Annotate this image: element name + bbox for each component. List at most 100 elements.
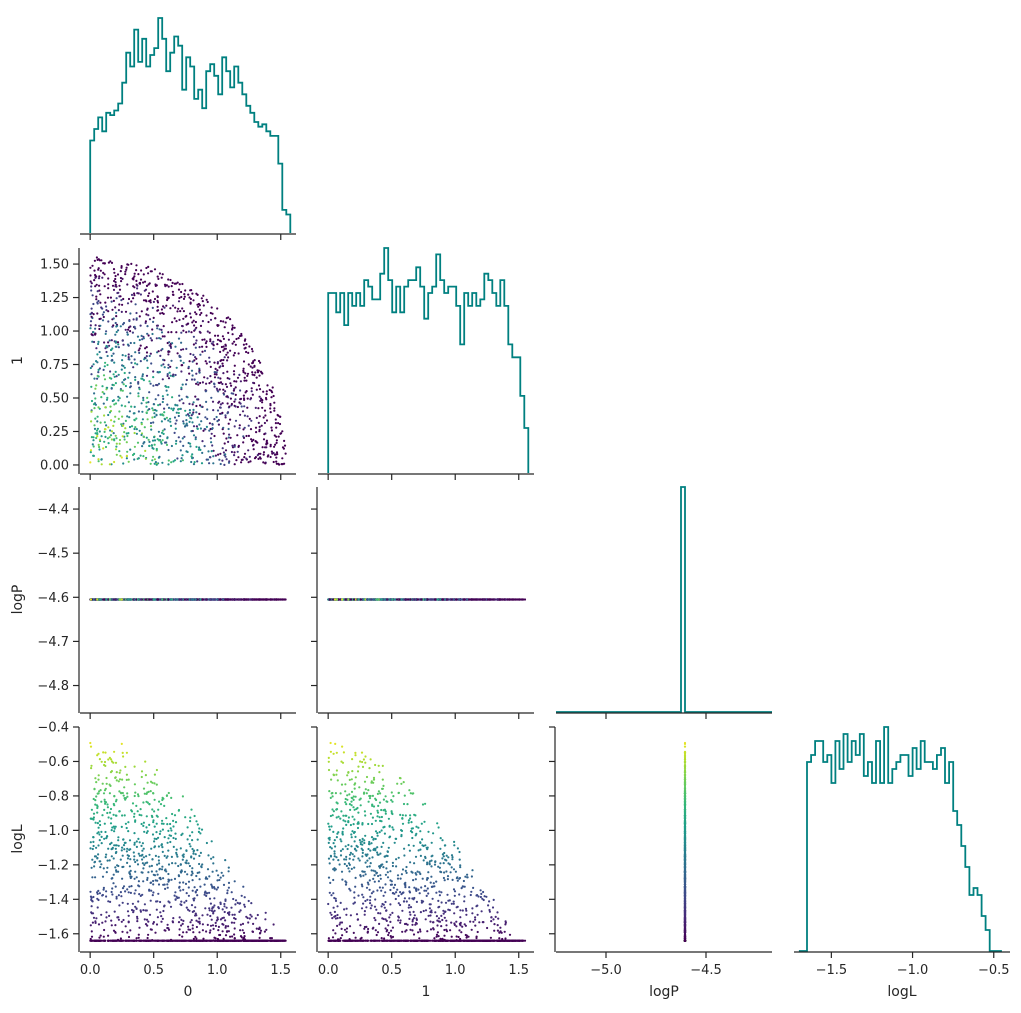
scatter-point — [167, 837, 170, 840]
scatter-point — [237, 337, 240, 340]
scatter-point — [111, 308, 114, 311]
scatter-point — [120, 266, 123, 269]
scatter-point — [127, 432, 130, 435]
scatter-point — [242, 428, 245, 431]
scatter-point — [254, 426, 258, 429]
scatter-point — [224, 919, 227, 922]
scatter-point — [107, 442, 110, 445]
scatter-point — [190, 460, 193, 464]
scatter-point — [111, 347, 114, 350]
scatter-point — [133, 341, 136, 345]
scatter-point — [223, 442, 226, 445]
scatter-point — [154, 461, 157, 464]
scatter-point — [128, 358, 131, 361]
scatter-point — [170, 285, 173, 288]
scatter-point — [107, 261, 110, 264]
scatter-point — [143, 280, 147, 283]
scatter-point — [171, 342, 174, 345]
scatter-point — [111, 284, 115, 287]
scatter-point — [117, 343, 120, 346]
scatter-point — [150, 864, 153, 868]
scatter-point — [147, 265, 150, 268]
scatter-point — [262, 453, 265, 456]
scatter-point — [199, 427, 202, 430]
scatter-point — [219, 598, 222, 601]
scatter-point — [134, 378, 137, 381]
scatter-point — [122, 297, 125, 301]
scatter-point — [210, 306, 213, 309]
scatter-point — [259, 457, 262, 460]
scatter-point — [188, 360, 191, 363]
scatter-point — [182, 888, 185, 891]
scatter-point — [213, 376, 217, 379]
scatter-point — [92, 445, 95, 448]
scatter-point — [224, 383, 227, 386]
scatter-point — [129, 448, 132, 451]
scatter-point — [256, 371, 260, 374]
scatter-point — [157, 883, 161, 886]
scatter-point — [119, 295, 122, 298]
scatter-point — [124, 310, 128, 313]
scatter-point — [129, 341, 132, 345]
scatter-point — [428, 598, 431, 601]
scatter-point — [105, 853, 108, 856]
scatter-point — [508, 598, 511, 601]
scatter-point — [180, 457, 183, 460]
scatter-point — [280, 463, 283, 466]
scatter-point — [137, 936, 140, 939]
scatter-point — [169, 365, 172, 368]
scatter-point — [247, 434, 250, 437]
scatter-point — [227, 338, 230, 341]
scatter-point — [201, 350, 204, 353]
scatter-point — [127, 344, 130, 347]
scatter-point — [152, 370, 155, 373]
scatter-point — [191, 413, 194, 416]
scatter-point — [97, 923, 101, 926]
scatter-point — [157, 350, 160, 353]
scatter-point — [133, 325, 136, 328]
scatter-point — [89, 598, 93, 601]
scatter-point — [105, 398, 109, 401]
scatter-point — [196, 460, 199, 463]
scatter-point — [117, 373, 120, 376]
scatter-point — [272, 394, 275, 398]
scatter-point — [194, 342, 197, 345]
scatter-point — [144, 598, 147, 601]
scatter-point — [254, 456, 257, 459]
scatter-point — [120, 310, 123, 313]
scatter-point — [114, 306, 117, 309]
scatter-point — [225, 458, 228, 461]
scatter-point — [205, 425, 208, 428]
scatter-point — [206, 868, 210, 871]
scatter-point — [180, 331, 183, 334]
scatter-point — [153, 297, 157, 301]
scatter-point — [244, 391, 247, 394]
scatter-point — [471, 598, 474, 601]
scatter-point — [98, 259, 101, 262]
scatter-point — [92, 403, 96, 406]
scatter-point — [209, 437, 212, 440]
scatter-point — [132, 366, 135, 369]
scatter-point — [159, 598, 162, 601]
scatter-point — [181, 935, 184, 938]
scatter-point — [205, 340, 208, 343]
scatter-point — [195, 362, 198, 365]
scatter-point — [126, 333, 129, 336]
scatter-point — [277, 435, 280, 438]
scatter-point — [153, 412, 156, 415]
scatter-point — [151, 332, 154, 336]
scatter-point — [180, 398, 183, 401]
scatter-point — [138, 351, 141, 354]
scatter-point — [224, 449, 228, 452]
scatter-point — [255, 376, 258, 379]
scatter-point — [133, 843, 136, 846]
scatter-point — [174, 306, 177, 309]
scatter-point — [221, 459, 224, 462]
scatter-point — [171, 321, 174, 324]
scatter-point — [251, 373, 254, 376]
scatter-point — [175, 320, 178, 323]
scatter-point — [185, 395, 188, 398]
scatter-point — [141, 373, 144, 376]
scatter-point — [243, 398, 246, 401]
scatter-point — [177, 300, 181, 303]
